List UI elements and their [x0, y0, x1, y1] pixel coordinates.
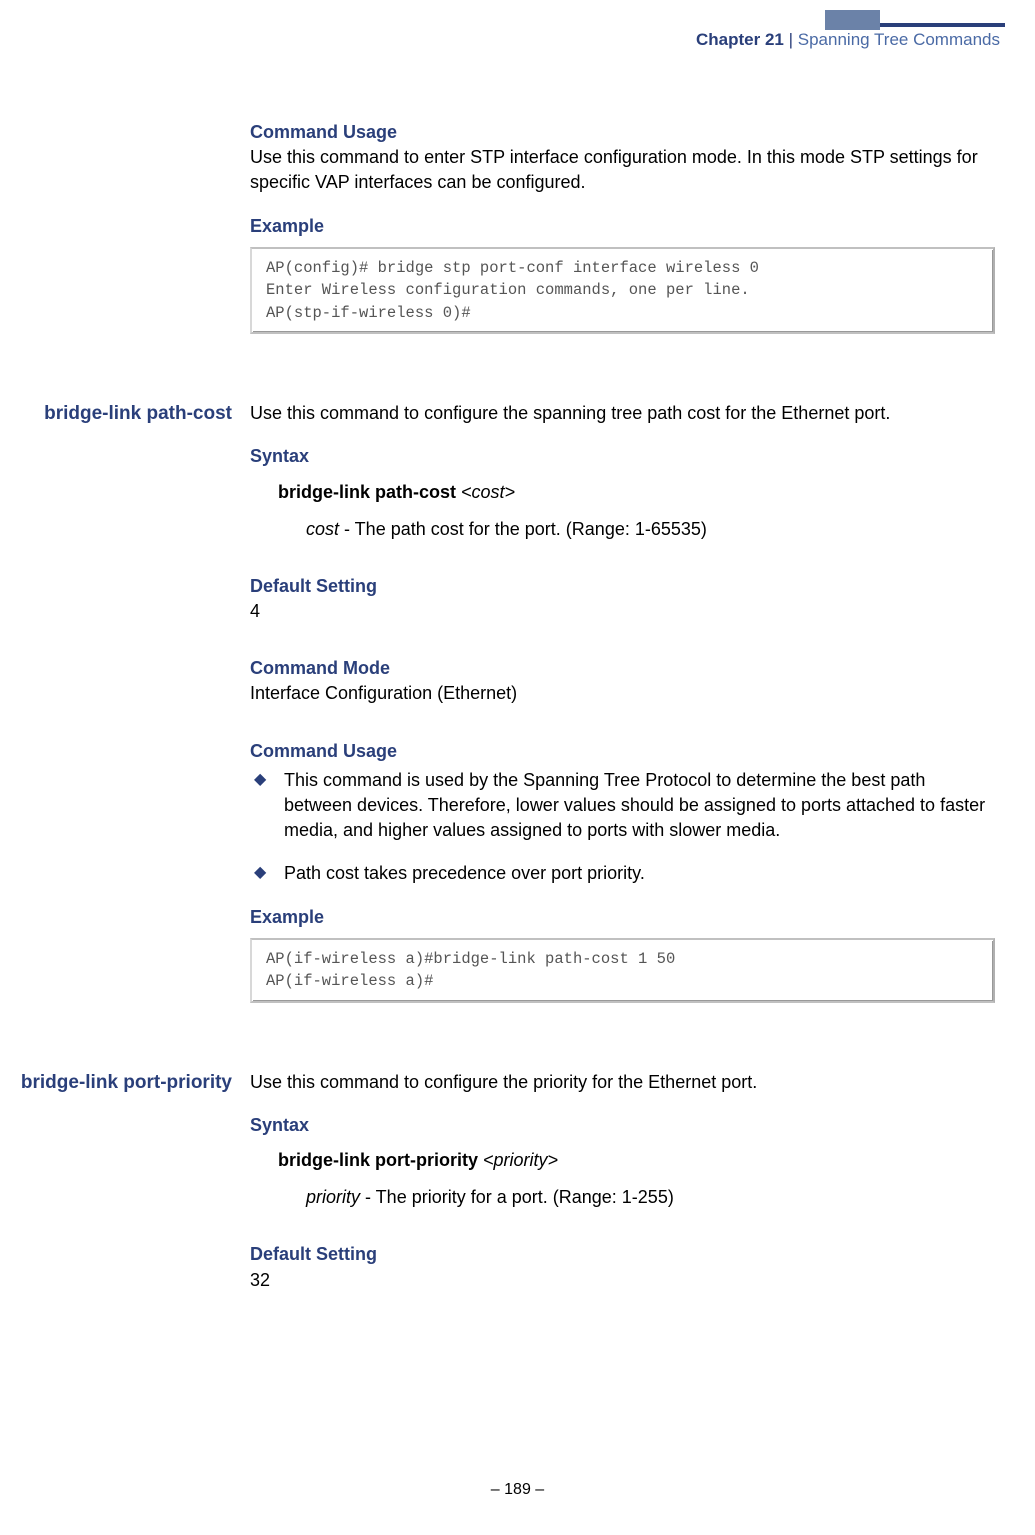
- command-usage-heading-2: Command Usage: [250, 739, 995, 764]
- param-name: cost: [306, 519, 339, 539]
- syntax-argument: <cost>: [461, 482, 515, 502]
- diamond-bullet-icon: ◆: [250, 768, 284, 792]
- default-setting-value: 4: [250, 599, 995, 624]
- param-desc: - The path cost for the port. (Range: 1-…: [339, 519, 707, 539]
- page-content: Command Usage Use this command to enter …: [0, 120, 995, 1298]
- chapter-number: Chapter 21: [696, 30, 784, 49]
- chapter-separator: |: [789, 30, 793, 49]
- syntax-command-3: bridge-link port-priority: [278, 1150, 478, 1170]
- example-code-block: AP(config)# bridge stp port-conf interfa…: [250, 247, 995, 334]
- header-tab-line: [880, 23, 1005, 27]
- command-usage-text: Use this command to enter STP interface …: [250, 145, 995, 195]
- command-mode-heading: Command Mode: [250, 656, 995, 681]
- bullet-item: ◆ Path cost takes precedence over port p…: [250, 861, 995, 886]
- bullet-text-1: This command is used by the Spanning Tre…: [284, 768, 995, 844]
- command-name-port-priority: bridge-link port-priority: [0, 1070, 250, 1293]
- syntax-command: bridge-link path-cost: [278, 482, 456, 502]
- param-line: cost - The path cost for the port. (Rang…: [306, 517, 995, 542]
- param-desc-3: - The priority for a port. (Range: 1-255…: [360, 1187, 674, 1207]
- param-name-3: priority: [306, 1187, 360, 1207]
- command-usage-heading: Command Usage: [250, 120, 995, 145]
- command-name-path-cost: bridge-link path-cost: [0, 401, 250, 1003]
- command-mode-value: Interface Configuration (Ethernet): [250, 681, 995, 706]
- default-setting-heading: Default Setting: [250, 574, 995, 599]
- diamond-bullet-icon: ◆: [250, 861, 284, 885]
- syntax-argument-3: <priority>: [483, 1150, 558, 1170]
- header-tab-accent: [825, 10, 880, 30]
- example-heading-2: Example: [250, 905, 995, 930]
- bullet-item: ◆ This command is used by the Spanning T…: [250, 768, 995, 844]
- syntax-heading: Syntax: [250, 444, 995, 469]
- param-line-3: priority - The priority for a port. (Ran…: [306, 1185, 995, 1210]
- chapter-title: Spanning Tree Commands: [798, 30, 1000, 49]
- syntax-heading-3: Syntax: [250, 1113, 995, 1138]
- left-margin-empty: [0, 120, 250, 334]
- path-cost-intro: Use this command to configure the spanni…: [250, 401, 995, 426]
- port-priority-intro: Use this command to configure the priori…: [250, 1070, 995, 1095]
- syntax-line: bridge-link path-cost <cost>: [278, 480, 995, 505]
- example-code-block-2: AP(if-wireless a)#bridge-link path-cost …: [250, 938, 995, 1003]
- bullet-text-2: Path cost takes precedence over port pri…: [284, 861, 995, 886]
- default-setting-heading-3: Default Setting: [250, 1242, 995, 1267]
- page-number: – 189 –: [0, 1481, 1035, 1499]
- default-setting-value-3: 32: [250, 1268, 995, 1293]
- page-header: Chapter 21 | Spanning Tree Commands: [696, 30, 1000, 50]
- example-heading: Example: [250, 214, 995, 239]
- syntax-line-3: bridge-link port-priority <priority>: [278, 1148, 995, 1173]
